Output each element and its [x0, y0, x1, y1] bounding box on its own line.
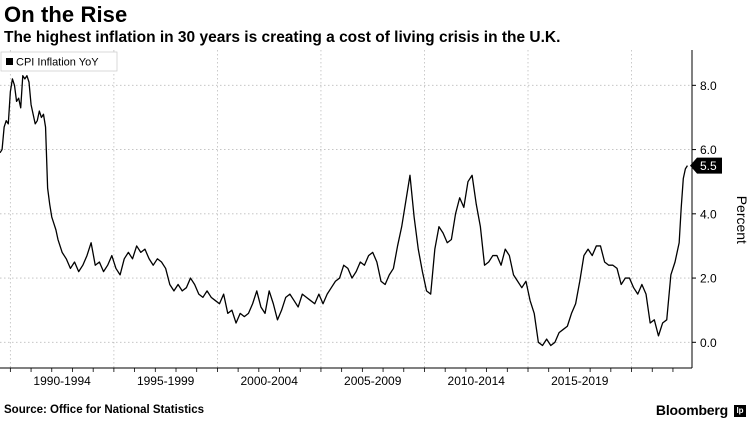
last-value-label: 5.5: [700, 159, 717, 173]
chart-subtitle: The highest inflation in 30 years is cre…: [4, 29, 561, 46]
gridlines: [0, 50, 692, 368]
y-tick-label: 4.0: [700, 207, 717, 221]
bloomberg-logo: Bloomberg: [655, 402, 728, 418]
y-tick-label: 0.0: [700, 336, 717, 350]
legend: CPI Inflation YoY: [0, 51, 118, 72]
source-note: Source: Office for National Statistics: [4, 404, 205, 416]
series-layer: [0, 75, 688, 347]
axes: [0, 50, 696, 372]
last-value-badge: 5.5: [690, 157, 722, 174]
y-tick-label: 6.0: [700, 143, 717, 157]
y-tick-label: 8.0: [700, 79, 717, 93]
legend-entry-cpi: CPI Inflation YoY: [16, 57, 99, 69]
y-tick-label: 2.0: [700, 272, 717, 286]
x-tick-label: 2005-2009: [344, 374, 402, 388]
x-tick-label: 2015-2019: [551, 374, 609, 388]
x-tick-label: 2000-2004: [240, 374, 298, 388]
last-value-badge-shape: [690, 157, 722, 174]
x-tick-label: 1990-1994: [33, 374, 91, 388]
x-tick-label: 1995-1999: [137, 374, 195, 388]
y-axis-label: Percent: [734, 196, 750, 244]
cpi-inflation-chart: 0.0 2.0 4.0 6.0 8.0 1990-1994 1995-1999 2000-20…: [0, 50, 750, 388]
tick-labels: 0.0 2.0 4.0 6.0 8.0 1990-1994 1995-1999 2000-20…: [33, 79, 722, 388]
chart-title: On the Rise: [4, 2, 128, 27]
legend-frame: [0, 51, 118, 72]
series-line-cpi-inflation: [0, 75, 688, 347]
bloomberg-mark-icon: lp: [734, 405, 746, 417]
x-tick-label: 2010-2014: [448, 374, 506, 388]
chart-area: 0.0 2.0 4.0 6.0 8.0 1990-1994 1995-1999 2000-20…: [0, 50, 750, 390]
legend-swatch: [6, 58, 13, 65]
